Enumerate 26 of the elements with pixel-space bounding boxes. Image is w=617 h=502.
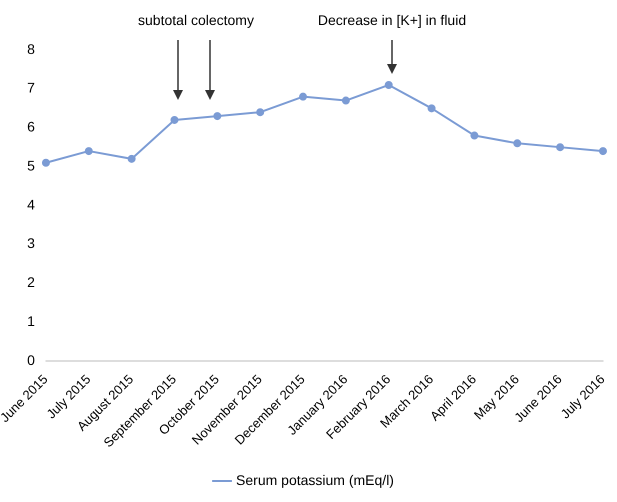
point — [213, 112, 222, 120]
y-tick-label: 7 — [27, 80, 36, 96]
y-tick-label: 6 — [27, 118, 36, 135]
point — [256, 108, 264, 116]
y-tick-label: 5 — [27, 157, 36, 174]
point — [428, 104, 436, 112]
point — [342, 96, 350, 105]
y-tick-label: 3 — [27, 235, 36, 252]
point — [556, 143, 564, 152]
y-tick-label: 8 — [27, 40, 36, 57]
point — [128, 154, 136, 163]
y-tick-label: 1 — [27, 312, 36, 329]
text: Decrease in [K+] in fluid — [318, 12, 466, 28]
y-tick-label: 0 — [27, 352, 36, 368]
legend-label: Serum potassium (mEq/l) — [236, 472, 394, 488]
y-tick-label: 2 — [27, 274, 36, 290]
point — [170, 116, 178, 124]
point — [470, 132, 478, 140]
point — [299, 92, 308, 101]
point — [598, 147, 607, 156]
point — [84, 147, 93, 156]
point — [513, 139, 522, 148]
point — [42, 158, 50, 167]
y-tick-label: 4 — [27, 196, 36, 212]
point — [384, 80, 393, 89]
text: subtotal colectomy — [138, 12, 254, 28]
